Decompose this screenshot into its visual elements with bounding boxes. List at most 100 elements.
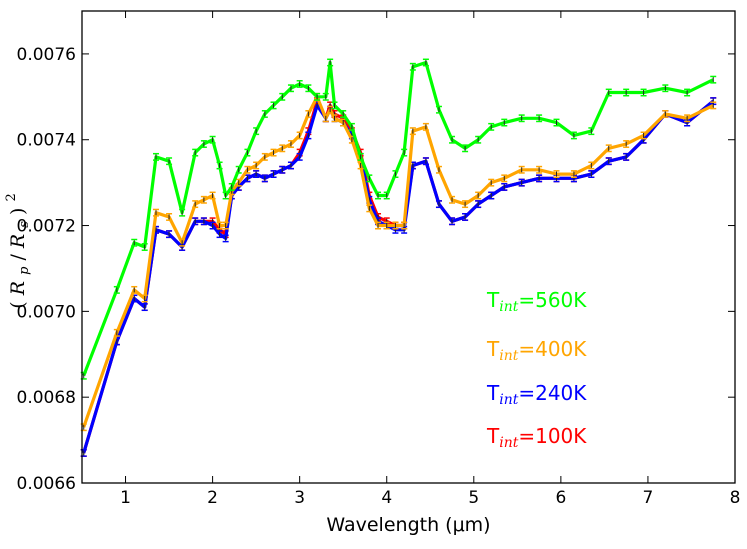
series-layer xyxy=(80,58,717,457)
data-point xyxy=(261,174,268,183)
data-point xyxy=(296,131,303,140)
data-point xyxy=(623,152,630,161)
svg-text:( R p: ( R p / R s ) 2 xyxy=(4,193,33,308)
y-tick-label: 0.0068 xyxy=(17,388,76,408)
data-point xyxy=(296,79,303,88)
data-point xyxy=(331,101,338,110)
x-tick-label: 5 xyxy=(468,488,479,508)
data-point xyxy=(588,161,595,170)
data-point xyxy=(327,58,334,67)
data-point xyxy=(153,152,160,161)
data-point xyxy=(216,161,223,170)
data-point xyxy=(141,303,148,312)
data-point xyxy=(166,157,173,166)
data-point xyxy=(253,170,260,179)
data-point xyxy=(366,174,373,183)
data-point xyxy=(200,140,207,148)
data-point xyxy=(475,135,482,144)
data-point xyxy=(141,294,148,303)
data-point xyxy=(422,122,429,131)
data-point xyxy=(222,221,229,230)
x-tick-label: 4 xyxy=(381,488,392,508)
data-point xyxy=(287,84,294,93)
data-point xyxy=(222,234,229,243)
data-point xyxy=(192,148,199,157)
data-point xyxy=(270,101,277,110)
data-point xyxy=(462,144,469,153)
data-point xyxy=(287,140,294,148)
data-point xyxy=(684,88,691,97)
data-point xyxy=(179,238,186,247)
y-axis-label: ( R p / R s ) 2 xyxy=(4,193,33,308)
data-point xyxy=(192,217,199,226)
data-point xyxy=(141,243,148,251)
data-point xyxy=(261,110,268,118)
data-point xyxy=(710,75,717,84)
data-point xyxy=(501,182,508,191)
data-point xyxy=(488,191,495,200)
data-point xyxy=(422,58,429,67)
data-point xyxy=(422,157,429,166)
data-point xyxy=(488,122,495,131)
data-point xyxy=(536,174,543,183)
data-point xyxy=(279,165,286,174)
data-point xyxy=(322,92,329,101)
data-point xyxy=(501,118,508,127)
data-point xyxy=(228,182,235,191)
data-point xyxy=(270,170,277,179)
data-point xyxy=(375,191,382,200)
data-point xyxy=(409,127,416,136)
data-point xyxy=(462,200,469,209)
data-point xyxy=(518,114,525,123)
y-tick-label: 0.0066 xyxy=(17,474,76,494)
legend-entry-400k: Tint=400K xyxy=(486,337,587,364)
data-point xyxy=(536,114,543,123)
data-point xyxy=(662,84,669,93)
data-point xyxy=(200,195,207,204)
data-point xyxy=(200,217,207,226)
x-tick-label: 2 xyxy=(207,488,218,508)
data-point xyxy=(605,157,612,166)
data-point xyxy=(287,161,294,170)
data-point xyxy=(327,105,334,114)
data-point xyxy=(553,118,560,127)
y-tick-label: 0.0072 xyxy=(17,217,76,237)
y-tick-label: 0.0070 xyxy=(17,302,76,322)
data-point xyxy=(235,178,242,187)
data-point xyxy=(605,144,612,153)
data-point xyxy=(179,208,186,217)
data-point xyxy=(222,191,229,200)
data-point xyxy=(662,110,669,118)
legend-entry-240k: Tint=240K xyxy=(486,381,587,408)
data-point xyxy=(536,165,543,174)
data-point xyxy=(570,131,577,140)
data-point xyxy=(131,285,138,294)
data-point xyxy=(435,200,442,209)
ylabel-close-paren: ) xyxy=(7,208,29,215)
data-point xyxy=(166,230,173,239)
data-point xyxy=(623,140,630,148)
data-point xyxy=(244,148,251,157)
y-tick-label: 0.0074 xyxy=(17,131,76,151)
legend: Tint=560K Tint=400K Tint=240K Tint=100K xyxy=(486,288,587,451)
data-point xyxy=(279,92,286,101)
axis-layer: 1 2 3 4 5 6 7 8 0.0066 0.0068 0.0070 0.0072 0.0074 0.… xyxy=(17,11,740,508)
data-point xyxy=(113,328,120,337)
x-tick-label: 6 xyxy=(555,488,566,508)
data-point xyxy=(553,170,560,179)
data-point xyxy=(357,152,364,161)
data-point xyxy=(435,105,442,114)
ylabel-open-paren: ( xyxy=(7,301,29,308)
data-point xyxy=(383,191,390,200)
data-point xyxy=(279,144,286,153)
x-tick-label: 7 xyxy=(643,488,654,508)
legend-entry-560k: Tint=560K xyxy=(486,288,587,315)
data-point xyxy=(153,208,160,217)
data-point xyxy=(383,221,390,230)
x-axis-label: Wavelength (μm) xyxy=(326,514,490,536)
data-point xyxy=(305,131,312,140)
x-tick-label: 1 xyxy=(120,488,131,508)
data-point xyxy=(710,101,717,110)
legend-entry-100k: Tint=100K xyxy=(486,424,587,451)
